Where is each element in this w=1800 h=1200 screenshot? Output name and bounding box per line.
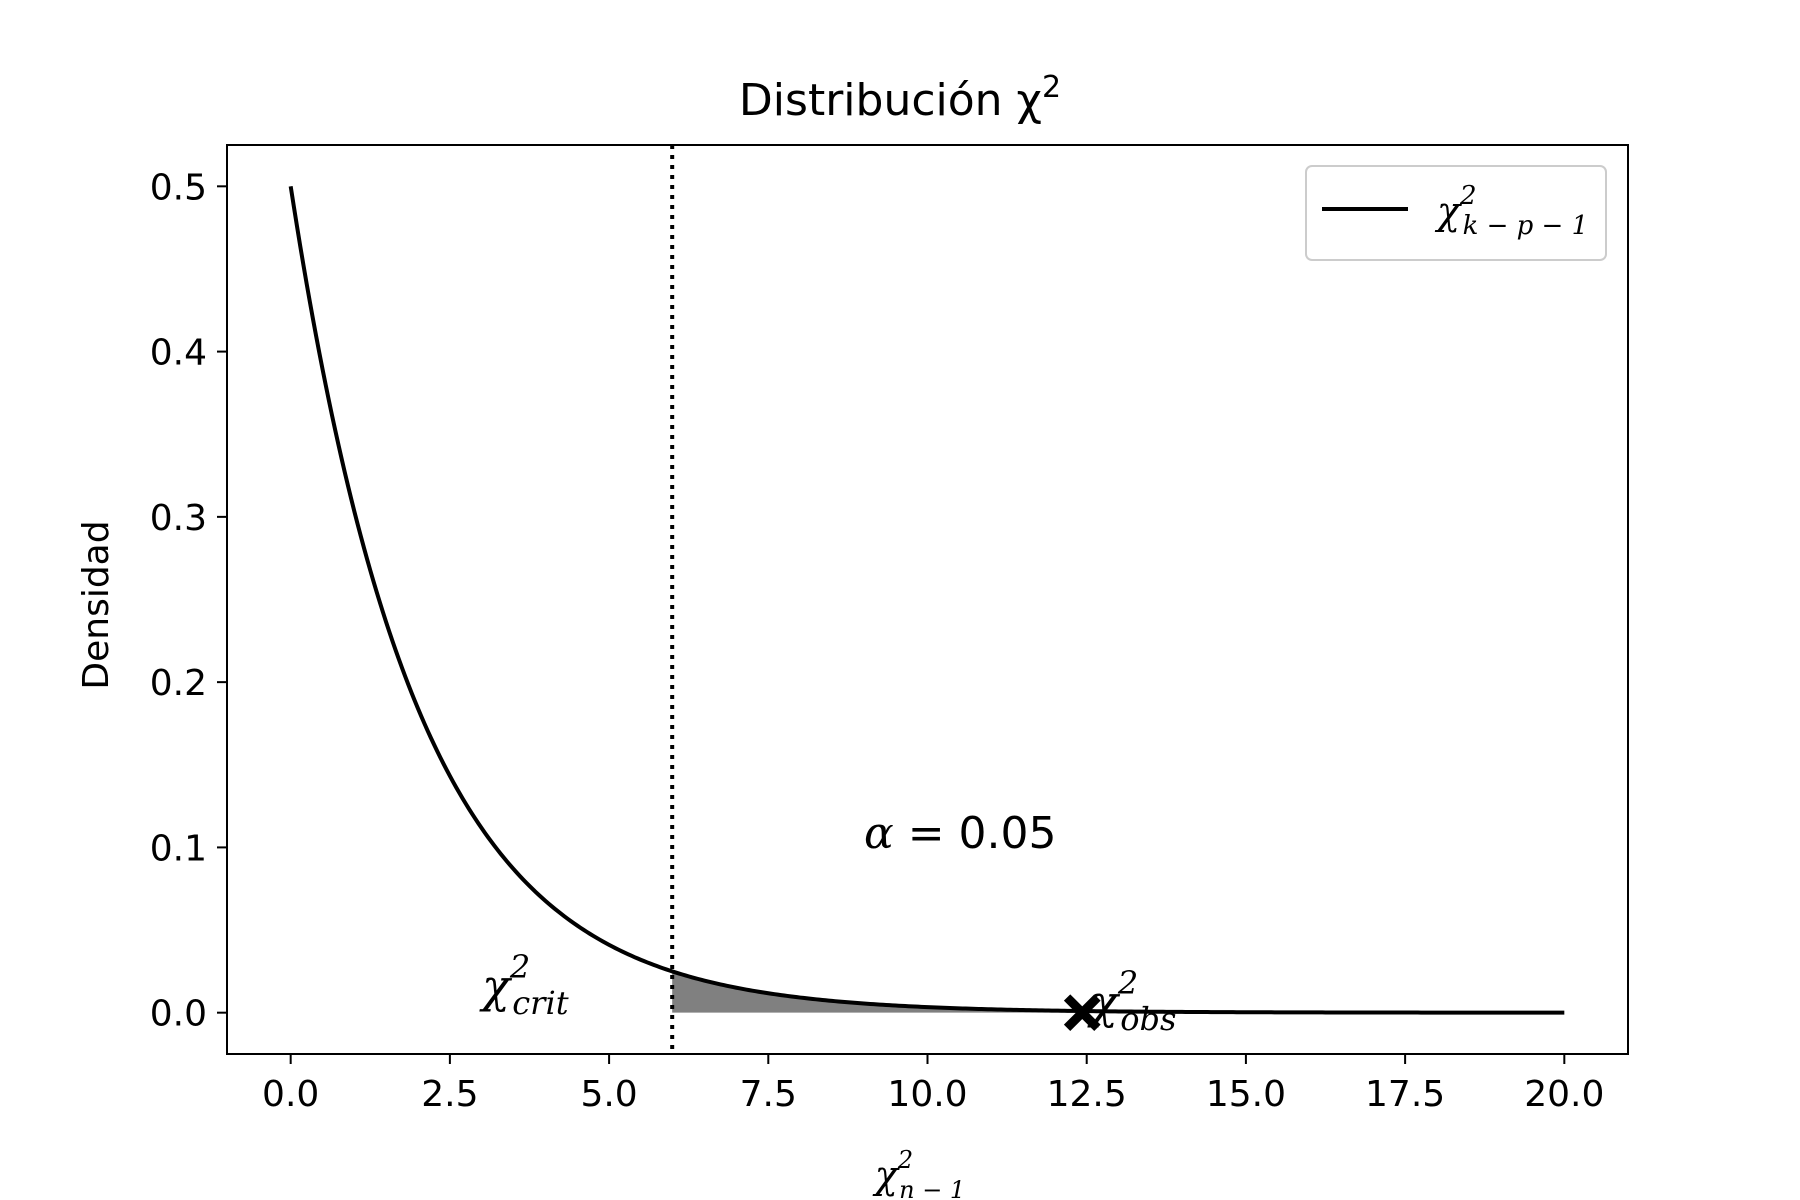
y-tick-label: 0.5 xyxy=(150,167,207,208)
legend-label-sup: 2 xyxy=(1459,181,1477,211)
critical-value-label: χ2 crit xyxy=(479,948,569,1022)
crit-label-base: χ xyxy=(479,959,513,1013)
x-tick-label: 20.0 xyxy=(1524,1074,1604,1115)
chart-title-sup: 2 xyxy=(1042,70,1061,105)
crit-label-sup: 2 xyxy=(509,948,530,986)
chart-title: Distribución χ2 xyxy=(739,70,1061,126)
x-tick-label: 10.0 xyxy=(887,1074,967,1115)
y-tick-label: 0.2 xyxy=(150,663,207,704)
obs-label-base: χ xyxy=(1087,975,1121,1029)
x-tick-label: 5.0 xyxy=(580,1074,637,1115)
plot-frame xyxy=(226,144,1629,1055)
obs-label-sup: 2 xyxy=(1117,964,1138,1002)
x-tick-label: 7.5 xyxy=(740,1074,797,1115)
y-tick-label: 0.3 xyxy=(150,498,207,539)
obs-label-sub: obs xyxy=(1120,1000,1176,1038)
x-tick-label: 0.0 xyxy=(262,1074,319,1115)
y-tick-label: 0.1 xyxy=(150,828,207,869)
y-axis-ticks: 0.0 0.1 0.2 0.3 0.4 0.5 xyxy=(150,167,227,1035)
x-tick-label: 2.5 xyxy=(421,1074,478,1115)
x-axis-label-sub: n − 1 xyxy=(899,1176,965,1200)
x-tick-label: 15.0 xyxy=(1206,1074,1286,1115)
y-tick-label: 0.0 xyxy=(150,994,207,1035)
y-axis-label: Densidad xyxy=(76,520,117,689)
chi-square-density-curve xyxy=(288,186,1565,1015)
x-tick-label: 12.5 xyxy=(1047,1074,1127,1115)
legend-label-base: χ xyxy=(1434,189,1462,233)
legend: χ2 k − p − 1 xyxy=(1305,165,1607,261)
legend-box xyxy=(1305,165,1607,261)
legend-label: χ2 k − p − 1 xyxy=(1434,181,1588,241)
x-axis-label: χ2 n − 1 xyxy=(872,1146,965,1200)
rejection-region-shade xyxy=(672,971,1565,1013)
alpha-value: = 0.05 xyxy=(894,808,1057,859)
x-tick-label: 17.5 xyxy=(1365,1074,1445,1115)
y-tick-label: 0.4 xyxy=(150,333,207,374)
x-axis-label-base: χ xyxy=(872,1153,900,1197)
x-axis-ticks: 0.0 2.5 5.0 7.5 10.0 12.5 15.0 17.5 20.0 xyxy=(262,1054,1604,1115)
legend-label-sub: k − p − 1 xyxy=(1463,211,1589,241)
observed-value-label: χ2 obs xyxy=(1087,964,1176,1038)
x-axis-label-sup: 2 xyxy=(897,1146,913,1174)
alpha-symbol: α xyxy=(864,808,894,859)
chart-title-text: Distribución χ xyxy=(739,75,1042,126)
crit-label-sub: crit xyxy=(512,984,568,1022)
observed-x-marker xyxy=(1063,994,1101,1032)
observed-value-marker xyxy=(1063,994,1101,1032)
alpha-annotation: α = 0.05 xyxy=(864,808,1057,859)
